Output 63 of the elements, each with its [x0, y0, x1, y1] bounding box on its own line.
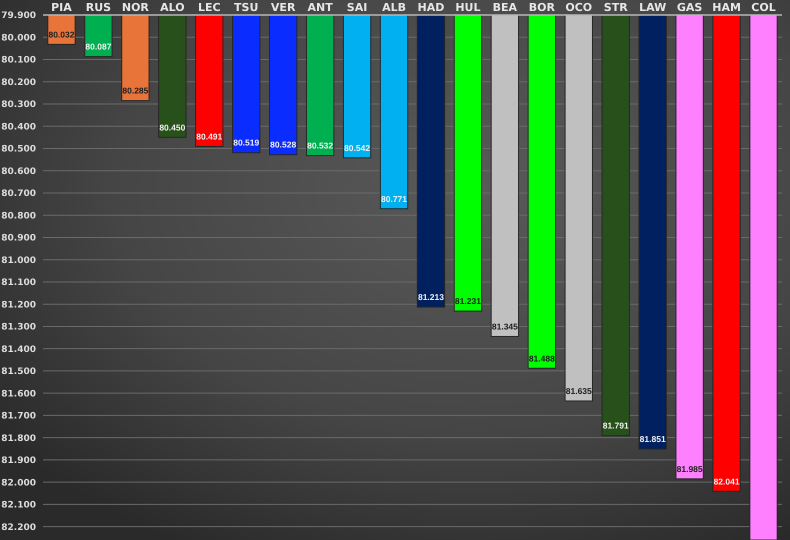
data-label: 81.635 — [566, 386, 592, 396]
x-tick-label: HAM — [712, 1, 741, 14]
y-tick-label: 80.600 — [1, 166, 36, 177]
data-label: 80.491 — [196, 131, 223, 142]
data-label: 81.488 — [528, 353, 556, 364]
data-label: 80.285 — [122, 86, 149, 96]
data-label: 80.528 — [270, 140, 296, 150]
x-tick-label: BOR — [528, 1, 556, 14]
data-label: 80.087 — [85, 42, 112, 52]
x-tick-label: HAD — [418, 1, 444, 14]
y-tick-label: 81.500 — [1, 367, 36, 378]
x-tick-label: TSU — [234, 1, 258, 14]
data-label: 81.231 — [454, 296, 482, 306]
y-tick-label: 81.400 — [1, 344, 36, 355]
y-tick-label: 81.700 — [1, 412, 36, 422]
y-tick-label: 81.600 — [1, 389, 36, 400]
x-tick-label: NOR — [122, 1, 150, 14]
data-label: 82.041 — [714, 476, 740, 486]
data-label: 81.345 — [492, 321, 518, 332]
x-tick-label: STR — [604, 1, 628, 14]
x-tick-label: GAS — [676, 1, 702, 14]
y-tick-label: 82.100 — [1, 500, 36, 511]
y-tick-label: 80.400 — [1, 122, 36, 132]
data-label: 81.985 — [676, 464, 703, 474]
x-tick-label: ALB — [382, 1, 406, 14]
y-tick-label: 80.000 — [1, 33, 36, 44]
y-tick-label: 82.000 — [1, 478, 36, 488]
x-tick-label: LAW — [639, 1, 666, 14]
y-tick-label: 81.900 — [1, 456, 36, 466]
y-tick-label: 80.900 — [1, 234, 36, 244]
x-tick-label: ALO — [160, 1, 185, 14]
y-tick-label: 80.800 — [1, 211, 36, 222]
x-tick-label: VER — [270, 1, 296, 14]
data-label: 81.213 — [418, 292, 444, 302]
data-label: 80.519 — [233, 138, 260, 148]
x-tick-label: BEA — [492, 1, 518, 14]
data-label: 81.851 — [640, 434, 666, 444]
data-label: 80.032 — [48, 29, 75, 40]
y-tick-label: 80.300 — [1, 100, 36, 110]
x-tick-label: COL — [751, 1, 776, 14]
y-tick-label: 81.100 — [1, 278, 36, 288]
x-tick-label: HUL — [455, 1, 481, 14]
x-tick-label: SAI — [346, 1, 368, 14]
data-label: 80.450 — [159, 122, 186, 132]
x-tick-label: ANT — [308, 1, 334, 14]
y-tick-label: 79.900 — [1, 11, 36, 22]
y-tick-label: 80.100 — [1, 56, 36, 66]
data-label: 80.542 — [344, 142, 370, 153]
x-tick-label: RUS — [86, 1, 112, 14]
y-tick-label: 81.200 — [1, 300, 36, 310]
y-tick-label: 82.200 — [1, 522, 36, 533]
x-tick-label: OCO — [565, 1, 592, 14]
data-label: 81.791 — [602, 420, 629, 431]
x-tick-label: PIA — [51, 1, 72, 14]
y-tick-label: 80.700 — [1, 189, 36, 200]
y-tick-label: 81.300 — [1, 322, 36, 333]
x-tick-label: LEC — [198, 1, 221, 14]
y-tick-label: 80.500 — [1, 144, 36, 155]
y-tick-label: 80.200 — [1, 78, 36, 88]
y-tick-label: 81.800 — [1, 434, 36, 444]
data-label: 80.532 — [307, 140, 334, 151]
y-tick-label: 81.000 — [1, 256, 36, 266]
data-label: 80.771 — [381, 194, 408, 204]
